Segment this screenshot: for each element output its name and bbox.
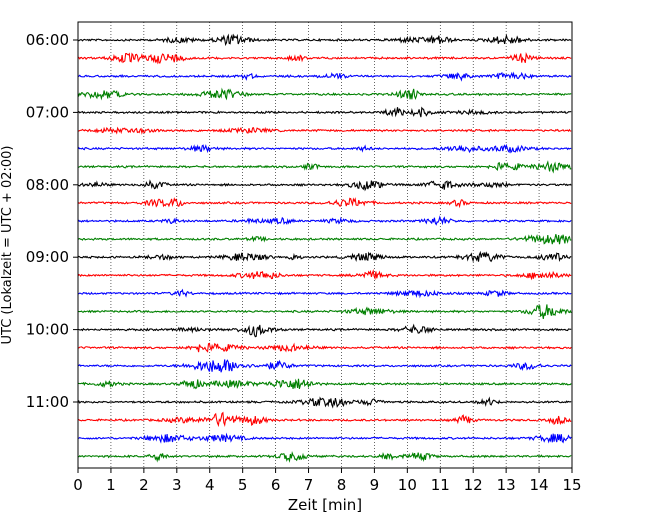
seismic-trace-line (77, 52, 572, 65)
y-tick-label: 08:00 (26, 176, 69, 194)
x-tick-label: 2 (139, 476, 149, 494)
seismic-trace-line (77, 33, 572, 47)
seismic-trace-line (77, 432, 572, 444)
x-axis-ticks: 0 1 2 3 4 5 6 7 8 9 10 11 12 13 14 15 (73, 468, 582, 494)
seismic-trace-line (77, 250, 572, 263)
x-tick-label: 10 (398, 476, 417, 494)
seismic-trace-line (77, 396, 572, 409)
x-tick-label: 11 (431, 476, 450, 494)
seismic-trace-line (77, 304, 572, 320)
x-tick-label: 1 (106, 476, 116, 494)
x-tick-label: 13 (497, 476, 516, 494)
seismic-trace-line (77, 197, 572, 209)
seismic-trace-line (77, 126, 572, 135)
seismic-trace-line (77, 143, 572, 154)
seismic-trace-line (77, 411, 572, 428)
seismic-trace-line (77, 288, 572, 299)
y-tick-label: 11:00 (26, 393, 69, 411)
y-tick-label: 10:00 (26, 321, 69, 339)
x-tick-label: 3 (172, 476, 182, 494)
seismic-trace-line (77, 378, 572, 390)
x-tick-label: 6 (271, 476, 281, 494)
seismic-trace-line (77, 450, 572, 463)
y-axis-ticks: 06:00 07:00 08:00 09:00 10:00 11:00 (26, 31, 78, 411)
seismic-trace-line (77, 106, 572, 118)
x-tick-label: 4 (205, 476, 215, 494)
x-tick-label: 5 (238, 476, 248, 494)
seismic-trace-line (77, 342, 572, 353)
seismic-trace-line (77, 359, 572, 373)
seismic-trace-line (77, 160, 572, 174)
y-tick-label: 06:00 (26, 31, 69, 49)
seismic-trace-line (77, 87, 572, 101)
seismic-trace-line (77, 269, 572, 281)
seismic-traces (77, 33, 572, 463)
x-tick-label: 8 (337, 476, 347, 494)
seismic-trace-line (77, 215, 572, 226)
grid-lines (110, 22, 540, 468)
x-tick-label: 9 (370, 476, 380, 494)
x-tick-label: 7 (304, 476, 314, 494)
plot-frame (77, 21, 573, 469)
x-tick-label: 12 (464, 476, 483, 494)
seismic-trace-line (77, 179, 572, 192)
x-tick-label: 15 (562, 476, 581, 494)
x-tick-label: 0 (73, 476, 83, 494)
seismic-trace-line (77, 71, 572, 82)
seismic-trace-line (77, 323, 572, 338)
y-axis-title: UTC (Lokalzeit = UTC + 02:00) (0, 146, 15, 345)
x-tick-label: 14 (530, 476, 549, 494)
y-tick-label: 07:00 (26, 103, 69, 121)
seismic-trace-line (77, 233, 572, 245)
x-axis-title: Zeit [min] (288, 496, 362, 514)
y-tick-label: 09:00 (26, 248, 69, 266)
